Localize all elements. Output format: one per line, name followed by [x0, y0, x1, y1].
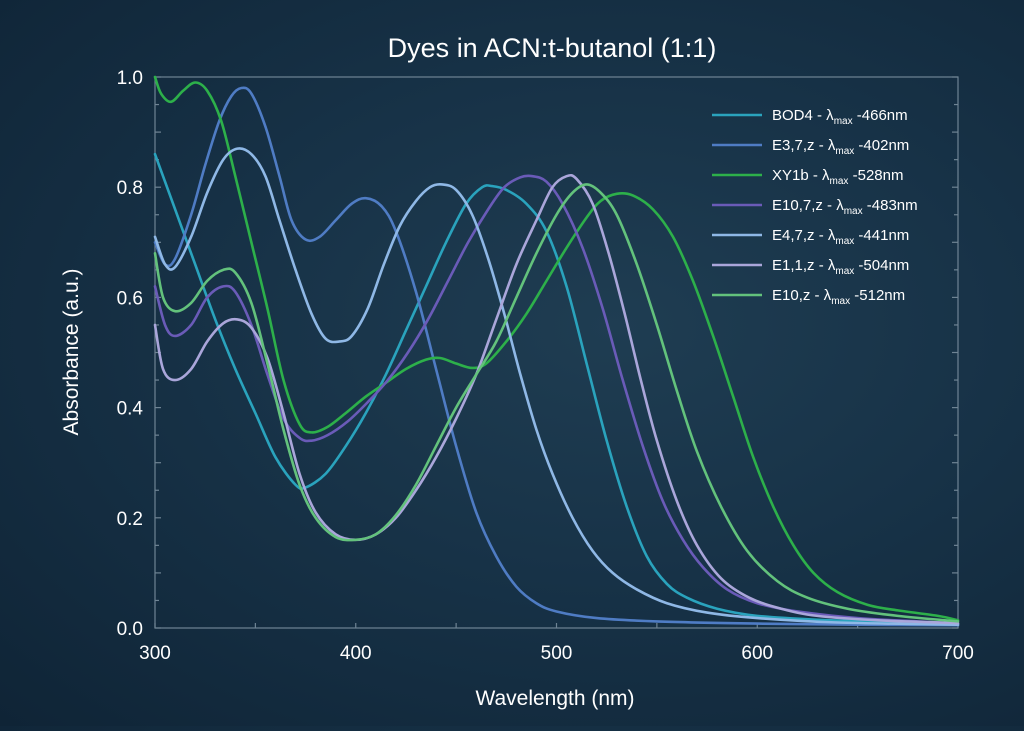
series-line-e3-7-z	[153, 86, 960, 627]
x-tick-label: 600	[741, 643, 773, 664]
x-tick-label: 700	[942, 643, 974, 664]
series-line-bod4	[153, 152, 960, 625]
y-axis-label: Absorbance (a.u.)	[60, 269, 83, 436]
chart-title: Dyes in ACN:t-butanol (1:1)	[388, 33, 717, 63]
legend-label-e10-z: E10,z - λmax -512nm	[772, 287, 905, 307]
y-tick-label: 0.2	[117, 509, 143, 530]
legend-label-e4-7-z: E4,7,z - λmax -441nm	[772, 227, 909, 247]
x-axis-label: Wavelength (nm)	[475, 687, 634, 710]
legend-label-xy1b: XY1b - λmax -528nm	[772, 167, 903, 187]
y-tick-label: 0.0	[117, 619, 143, 640]
axes: 300 400 500 600 700 0.0 0.2 0.4 0.6 0.8 1.0	[117, 68, 974, 664]
y-tick-label: 0.4	[117, 399, 144, 420]
legend-label-e3-7-z: E3,7,z - λmax -402nm	[772, 137, 909, 157]
y-tick-label: 1.0	[117, 68, 143, 89]
series-lines	[153, 75, 960, 627]
x-tick-label: 400	[340, 643, 372, 664]
series-line-e10-z	[153, 183, 960, 623]
series-line-e4-7-z	[153, 147, 960, 626]
x-tick-label: 500	[541, 643, 573, 664]
legend-label-bod4: BOD4 - λmax -466nm	[772, 107, 908, 127]
series-line-xy1b	[153, 75, 960, 622]
y-tick-label: 0.6	[117, 288, 143, 309]
x-tick-label: 300	[139, 643, 171, 664]
legend-label-e10-7-z: E10,7,z - λmax -483nm	[772, 197, 918, 217]
series-line-e10-7-z	[153, 174, 960, 625]
legend-label-e1-1-z: E1,1,z - λmax -504nm	[772, 257, 909, 277]
legend: BOD4 - λmax -466nm E3,7,z - λmax -402nm XY…	[712, 107, 918, 307]
y-tick-label: 0.8	[117, 178, 143, 199]
